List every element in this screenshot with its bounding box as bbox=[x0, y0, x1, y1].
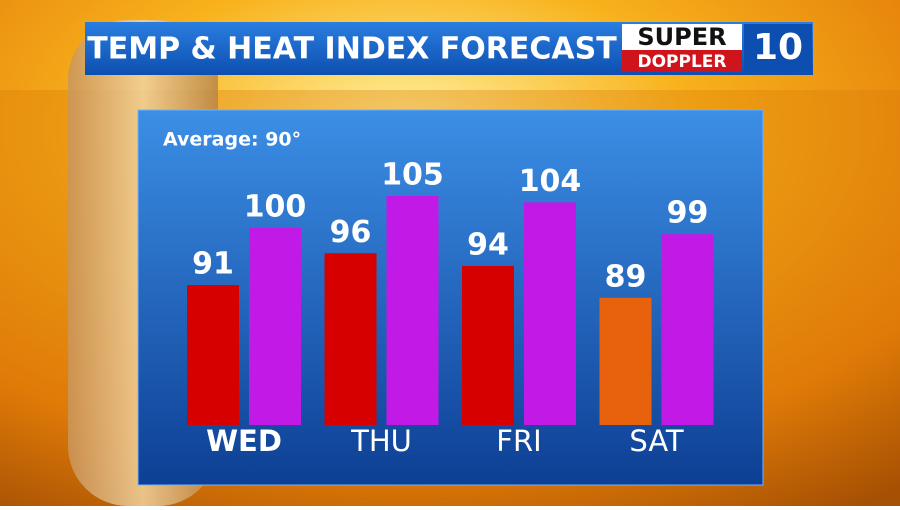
bar bbox=[661, 234, 714, 425]
logo-bottom bbox=[622, 50, 742, 72]
chart-panel bbox=[137, 109, 764, 486]
logo: SUPER DOPPLER 10 bbox=[622, 23, 812, 72]
logo-text: SUPER bbox=[637, 23, 726, 51]
bar bbox=[599, 297, 652, 425]
logo-number-box bbox=[744, 24, 812, 72]
value-label: 89 bbox=[605, 259, 647, 294]
logo-text: DOPPLER bbox=[637, 52, 726, 72]
x-tick-label: THU bbox=[350, 424, 412, 458]
value-label: 100 bbox=[244, 189, 307, 224]
x-tick-label: FRI bbox=[496, 424, 541, 458]
bar bbox=[462, 265, 514, 425]
logo-top bbox=[622, 24, 742, 50]
value-label: 96 bbox=[330, 215, 372, 250]
value-label: 99 bbox=[667, 196, 709, 231]
value-label: 104 bbox=[519, 164, 582, 199]
bar bbox=[187, 285, 239, 425]
plot: WED 91 100 THU 96 105 FRI 94 104 SAT 89 99 bbox=[187, 158, 714, 458]
chart-title: TEMP & HEAT INDEX FORECAST bbox=[87, 32, 617, 67]
annotation: Average: 90° bbox=[163, 129, 301, 151]
logo-number: 10 bbox=[753, 27, 803, 68]
x-tick-label: SAT bbox=[629, 424, 684, 458]
bar bbox=[324, 253, 377, 425]
bar bbox=[249, 227, 301, 425]
bar bbox=[524, 202, 576, 425]
value-label: 105 bbox=[381, 158, 444, 193]
value-label: 91 bbox=[192, 247, 234, 282]
x-tick-label: WED bbox=[206, 424, 282, 458]
bar bbox=[386, 196, 439, 425]
value-label: 94 bbox=[467, 227, 509, 262]
